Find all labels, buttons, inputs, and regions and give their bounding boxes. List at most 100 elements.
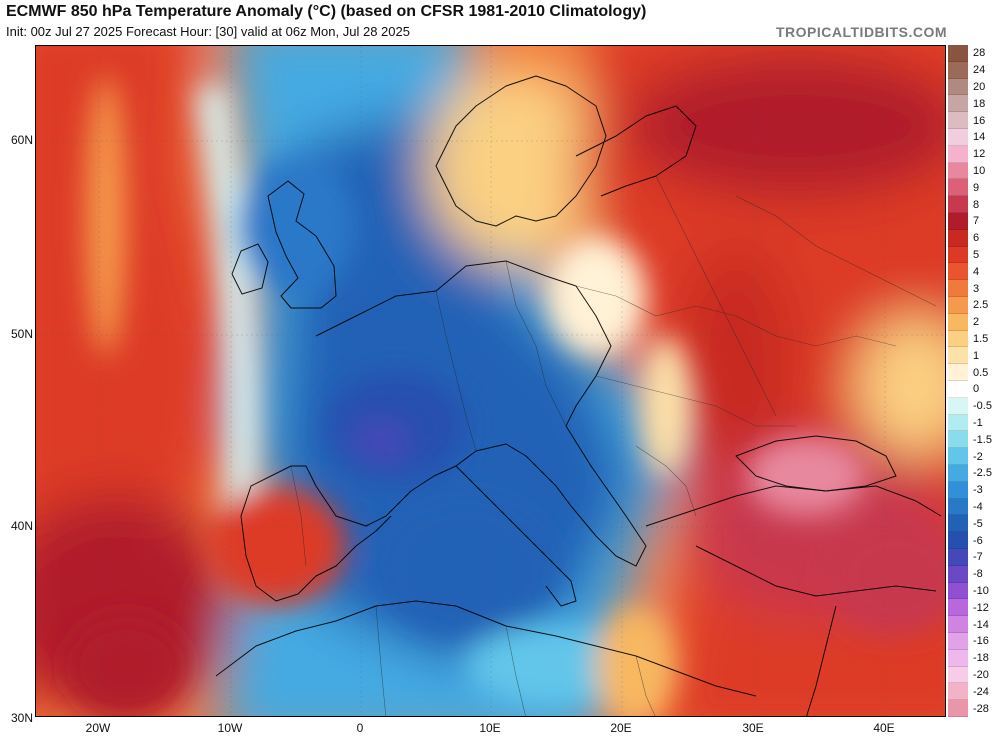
- colorbar-label: 10: [973, 164, 986, 177]
- colorbar-swatch: [948, 633, 968, 650]
- colorbar-label: 4: [973, 265, 980, 278]
- colorbar-level: 16: [948, 112, 1000, 129]
- lon-label-20e: 20E: [610, 721, 632, 735]
- colorbar-swatch: [948, 683, 968, 701]
- colorbar-level: 7: [948, 213, 1000, 230]
- colorbar-label: -6: [973, 534, 983, 547]
- colorbar-level: -4: [948, 498, 1000, 516]
- colorbar-level: -0.5: [948, 397, 1000, 415]
- lat-label-60n: 60N: [10, 133, 33, 147]
- colorbar-level: -5: [948, 515, 1000, 533]
- colorbar-level: 10: [948, 162, 1000, 180]
- colorbar-label: 2: [973, 316, 980, 329]
- colorbar-label: -18: [973, 652, 989, 665]
- colorbar-swatch: [948, 280, 968, 297]
- map-canvas: [36, 46, 945, 716]
- colorbar-label: 28: [973, 47, 986, 60]
- colorbar-level: 14: [948, 129, 1000, 146]
- lat-label-50n: 50N: [10, 327, 33, 341]
- colorbar-level: -14: [948, 616, 1000, 633]
- colorbar-level: -3: [948, 481, 1000, 499]
- colorbar-level: 2: [948, 313, 1000, 331]
- colorbar-swatch: [948, 95, 968, 113]
- colorbar-level: 9: [948, 179, 1000, 197]
- colorbar-level: 6: [948, 229, 1000, 247]
- colorbar-swatch: [948, 649, 968, 667]
- colorbar-level: 28: [948, 45, 1000, 62]
- colorbar-level: -1.5: [948, 431, 1000, 449]
- colorbar-level: 24: [948, 61, 1000, 79]
- lon-label-30e: 30E: [742, 721, 764, 735]
- colorbar-swatch: [948, 549, 968, 566]
- colorbar-swatch: [948, 397, 968, 415]
- colorbar-level: -12: [948, 599, 1000, 617]
- colorbar-swatch: [948, 313, 968, 331]
- colorbar-label: -0.5: [973, 400, 992, 413]
- colorbar-label: 0.5: [973, 366, 989, 379]
- colorbar-label: -1: [973, 416, 983, 429]
- colorbar-swatch: [948, 481, 968, 499]
- colorbar-label: 24: [973, 64, 986, 77]
- colorbar-swatch: [948, 45, 968, 62]
- colorbar-swatch: [948, 515, 968, 533]
- colorbar-swatch: [948, 213, 968, 230]
- colorbar-label: 7: [973, 215, 980, 228]
- colorbar-label: -2.5: [973, 467, 992, 480]
- colorbar-label: -3: [973, 484, 983, 497]
- colorbar-label: -28: [973, 702, 989, 715]
- colorbar-level: 8: [948, 196, 1000, 213]
- colorbar-swatch: [948, 700, 968, 717]
- colorbar-label: -14: [973, 618, 989, 631]
- colorbar-label: -7: [973, 551, 983, 564]
- colorbar-label: 5: [973, 248, 980, 261]
- colorbar-level: -1: [948, 414, 1000, 432]
- colorbar-label: 1: [973, 349, 980, 362]
- colorbar-swatch: [948, 666, 968, 684]
- colorbar-level: 2.5: [948, 297, 1000, 314]
- colorbar-label: 1.5: [973, 332, 989, 345]
- colorbar-level: 18: [948, 95, 1000, 113]
- colorbar-label: -20: [973, 668, 989, 681]
- colorbar-level: 3: [948, 280, 1000, 297]
- colorbar-label: -8: [973, 568, 983, 581]
- colorbar-level: 1.5: [948, 330, 1000, 348]
- colorbar-label: 8: [973, 198, 980, 211]
- colorbar-label: 18: [973, 97, 986, 110]
- colorbar-legend: 28 24 20 18 16 14 12 10 9 8 7 6 5 4 3 2.5 2 1.5 1 0.5 0 -0.5 -…: [948, 45, 1000, 717]
- colorbar-level: 1: [948, 347, 1000, 365]
- lat-label-40n: 40N: [10, 519, 33, 533]
- colorbar-label: -24: [973, 685, 989, 698]
- lat-label-30n: 30N: [10, 711, 33, 725]
- colorbar-swatch: [948, 179, 968, 197]
- colorbar-label: 16: [973, 114, 986, 127]
- colorbar-level: 0.5: [948, 364, 1000, 381]
- colorbar-label: -4: [973, 500, 983, 513]
- brand-watermark[interactable]: TROPICALTIDBITS.COM: [775, 24, 947, 40]
- colorbar-label: 0: [973, 383, 980, 396]
- colorbar-swatch: [948, 414, 968, 432]
- colorbar-label: 14: [973, 131, 986, 144]
- colorbar-level: 20: [948, 78, 1000, 96]
- colorbar-label: -1.5: [973, 433, 992, 446]
- colorbar-level: -2.5: [948, 465, 1000, 482]
- lon-label-0: 0: [356, 721, 364, 735]
- colorbar-swatch: [948, 61, 968, 79]
- colorbar-swatch: [948, 297, 968, 314]
- colorbar-swatch: [948, 381, 968, 398]
- colorbar-swatch: [948, 364, 968, 381]
- colorbar-swatch: [948, 465, 968, 482]
- colorbar-swatch: [948, 448, 968, 465]
- colorbar-swatch: [948, 616, 968, 633]
- colorbar-swatch: [948, 162, 968, 180]
- lon-label-40e: 40E: [873, 721, 895, 735]
- lon-label-10w: 10W: [217, 721, 243, 735]
- colorbar-swatch: [948, 330, 968, 348]
- colorbar-label: 2.5: [973, 299, 989, 312]
- colorbar-level: -7: [948, 549, 1000, 566]
- colorbar-level: 5: [948, 246, 1000, 264]
- colorbar-swatch: [948, 498, 968, 516]
- temperature-anomaly-map[interactable]: [35, 45, 946, 717]
- colorbar-swatch: [948, 599, 968, 617]
- colorbar-swatch: [948, 229, 968, 247]
- colorbar-swatch: [948, 532, 968, 549]
